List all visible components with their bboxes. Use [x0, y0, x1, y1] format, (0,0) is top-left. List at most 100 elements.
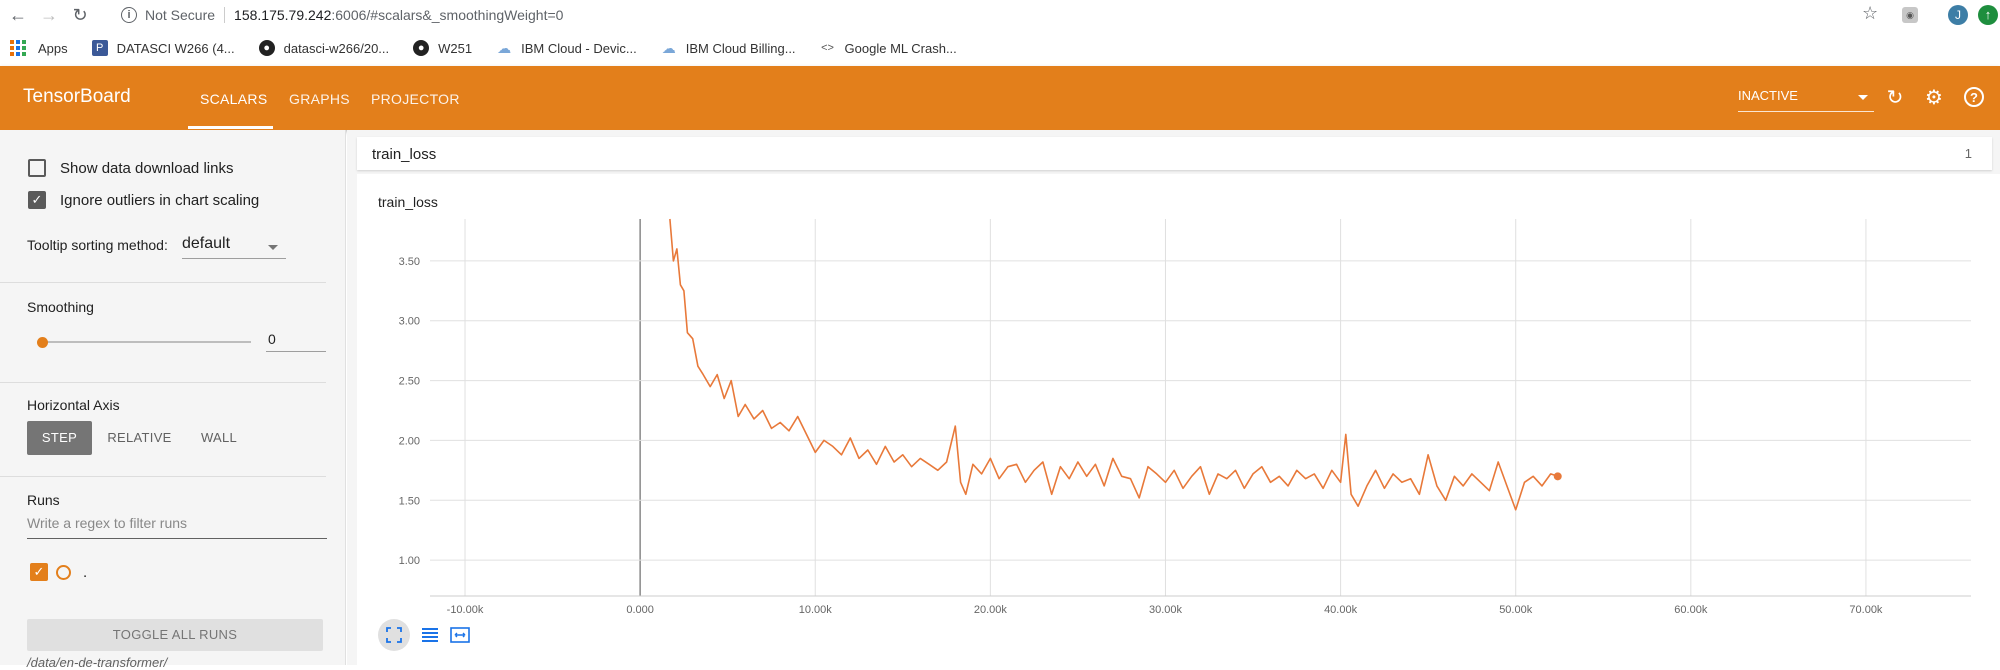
- show-download-links-row[interactable]: Show data download links: [28, 159, 233, 177]
- github-icon: ●: [258, 40, 275, 56]
- svg-text:?: ?: [1970, 90, 1978, 105]
- bookmark-label: Apps: [38, 40, 68, 56]
- tensorboard-header: TensorBoard SCALARS GRAPHS PROJECTOR INA…: [0, 66, 2000, 130]
- run-checkbox[interactable]: ✓: [30, 563, 48, 581]
- runs-label: Runs: [27, 492, 60, 508]
- divider: [0, 382, 326, 383]
- bookmark-ibm-cloud-devices[interactable]: ☁ IBM Cloud - Devic...: [496, 40, 637, 56]
- plugin-status-dropdown[interactable]: INACTIVE: [1738, 88, 1874, 112]
- bookmarks-bar: Apps P DATASCI W266 (4... ● datasci-w266…: [0, 30, 2000, 66]
- x-tick-label: 0.000: [626, 604, 654, 616]
- url-host[interactable]: 158.175.79.242: [234, 7, 332, 23]
- refresh-icon[interactable]: ↻: [1886, 87, 1904, 109]
- bookmark-datasci-github[interactable]: ● datasci-w266/20...: [258, 40, 390, 56]
- tooltip-sorting-value: default: [182, 235, 231, 252]
- data-path: /data/en-de-transformer/: [27, 655, 168, 670]
- bookmark-google-ml[interactable]: <> Google ML Crash...: [820, 40, 957, 56]
- forward-arrow-icon[interactable]: →: [40, 4, 58, 25]
- smoothing-input[interactable]: 0: [266, 328, 326, 352]
- update-arrow-icon[interactable]: ↑: [1978, 5, 1998, 25]
- address-separator: [224, 7, 226, 23]
- main-content: train_loss 1 train_loss -10.00k 0.000 10.0…: [347, 130, 2000, 665]
- y-tick-label: 1.00: [399, 555, 420, 567]
- tab-scalars[interactable]: SCALARS: [200, 91, 268, 107]
- not-secure-label[interactable]: Not Secure: [145, 7, 216, 23]
- chart-title: train_loss: [378, 194, 438, 210]
- help-icon[interactable]: ?: [1962, 86, 1986, 110]
- fit-domain-icon[interactable]: [447, 622, 473, 648]
- axis-relative-button[interactable]: RELATIVE: [107, 430, 172, 445]
- x-tick-label: 30.00k: [1149, 604, 1183, 616]
- github-icon: ●: [413, 40, 430, 56]
- show-download-checkbox[interactable]: [28, 159, 46, 177]
- extension-icon[interactable]: ◉: [1902, 7, 1918, 23]
- y-tick-label: 1.50: [399, 495, 420, 507]
- smoothing-slider-handle[interactable]: [37, 337, 48, 348]
- cloud-icon: ☁: [497, 39, 512, 56]
- smoothing-slider-track[interactable]: [42, 341, 251, 343]
- runs-filter-input[interactable]: Write a regex to filter runs: [27, 515, 327, 539]
- code-icon: <>: [821, 42, 834, 54]
- x-tick-label: 20.00k: [974, 604, 1008, 616]
- reload-icon[interactable]: ↻: [72, 4, 88, 25]
- bookmark-w251[interactable]: ● W251: [413, 40, 472, 56]
- info-icon[interactable]: i: [121, 7, 137, 23]
- x-tick-label: 60.00k: [1674, 604, 1708, 616]
- profile-avatar[interactable]: J: [1948, 5, 1968, 25]
- bookmark-label: Google ML Crash...: [844, 40, 957, 56]
- train-loss-chart[interactable]: -10.00k 0.000 10.00k 20.00k 30.00k 40.00k 50.0…: [357, 174, 2000, 644]
- ignore-outliers-row[interactable]: ✓ Ignore outliers in chart scaling: [28, 191, 259, 209]
- expand-chart-icon[interactable]: [378, 619, 410, 651]
- apps-grid-icon: [10, 40, 26, 56]
- cloud-icon: ☁: [661, 39, 676, 56]
- horizontal-axis-label: Horizontal Axis: [27, 397, 120, 413]
- ignore-outliers-checkbox[interactable]: ✓: [28, 191, 46, 209]
- series-end-point: [1553, 472, 1562, 481]
- chevron-down-icon: [268, 245, 278, 250]
- axis-wall-button[interactable]: WALL: [200, 430, 238, 445]
- x-tick-label: 70.00k: [1849, 604, 1883, 616]
- sidebar: Show data download links ✓ Ignore outlie…: [0, 130, 346, 670]
- tab-graphs[interactable]: GRAPHS: [289, 91, 350, 107]
- run-row[interactable]: ✓ .: [30, 563, 87, 581]
- tooltip-sorting-label: Tooltip sorting method:: [27, 237, 168, 253]
- bookmark-datasci-w266[interactable]: P DATASCI W266 (4...: [91, 40, 235, 56]
- divider: [0, 282, 326, 283]
- run-name: .: [83, 563, 88, 581]
- toggle-all-runs-button[interactable]: TOGGLE ALL RUNS: [27, 619, 323, 651]
- browser-address-bar: ← → ↻ i Not Secure 158.175.79.242:6006/#…: [0, 0, 2000, 30]
- x-tick-label: 10.00k: [799, 604, 833, 616]
- y-tick-label: 3.00: [399, 316, 420, 328]
- tooltip-sorting-select[interactable]: default: [182, 235, 286, 259]
- toggle-log-scale-icon[interactable]: [417, 622, 443, 648]
- tag-group-count: 1: [1964, 146, 1972, 161]
- show-download-label: Show data download links: [60, 159, 234, 177]
- run-color-circle-icon: [56, 564, 71, 580]
- bookmark-ibm-cloud-billing[interactable]: ☁ IBM Cloud Billing...: [661, 40, 796, 56]
- axis-step-button[interactable]: STEP: [27, 421, 92, 455]
- y-tick-label: 2.00: [399, 435, 420, 447]
- ignore-outliers-label: Ignore outliers in chart scaling: [60, 191, 260, 209]
- x-tick-label: -10.00k: [447, 604, 484, 616]
- y-tick-label: 2.50: [399, 376, 420, 388]
- x-tick-label: 50.00k: [1499, 604, 1533, 616]
- tag-group-header[interactable]: train_loss 1: [357, 137, 1992, 170]
- bookmark-label: DATASCI W266 (4...: [116, 40, 235, 56]
- plugin-status-value: INACTIVE: [1738, 88, 1798, 103]
- bookmark-label: IBM Cloud - Devic...: [521, 40, 637, 56]
- bookmark-star-icon[interactable]: ☆: [1862, 3, 1879, 23]
- gear-icon[interactable]: ⚙: [1925, 87, 1943, 109]
- series-line: [669, 218, 1558, 511]
- active-tab-indicator: [188, 126, 273, 129]
- bookmark-label: IBM Cloud Billing...: [685, 40, 796, 56]
- divider: [0, 476, 326, 477]
- bookmark-p-icon: P: [91, 40, 108, 56]
- bookmark-label: datasci-w266/20...: [283, 40, 390, 56]
- chart-card: train_loss -10.00k 0.000 10.00k 20.00k 30.00…: [357, 174, 2000, 665]
- url-path[interactable]: :6006/#scalars&_smoothingWeight=0: [331, 7, 564, 23]
- tag-group-name: train_loss: [372, 146, 437, 163]
- bookmark-apps[interactable]: Apps: [0, 40, 68, 56]
- chevron-down-icon: [1858, 95, 1868, 100]
- tab-projector[interactable]: PROJECTOR: [371, 91, 460, 107]
- back-arrow-icon[interactable]: ←: [9, 4, 27, 25]
